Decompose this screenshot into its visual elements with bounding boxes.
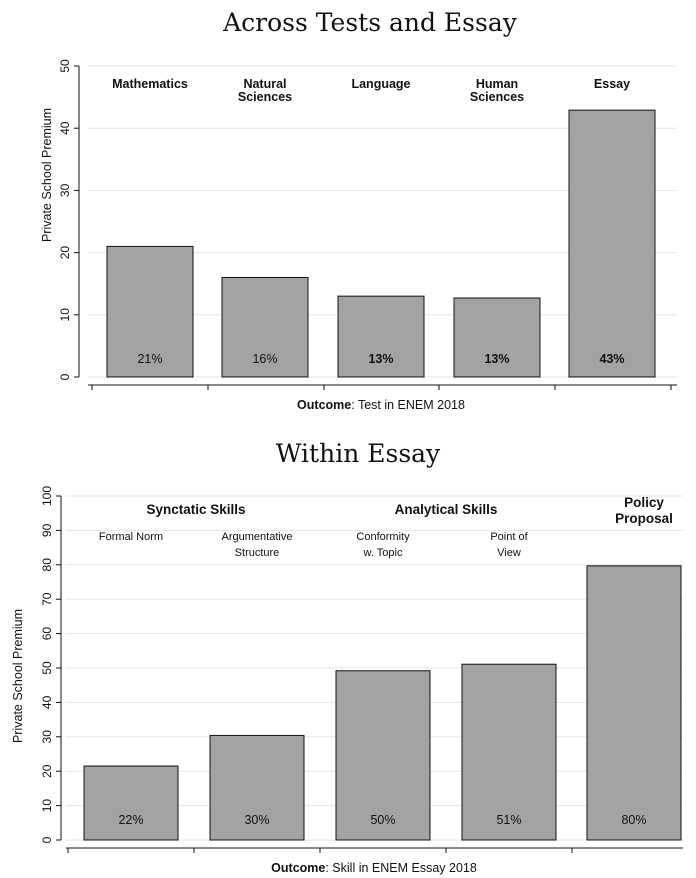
data-label: 50% xyxy=(370,813,395,827)
data-label: 30% xyxy=(244,813,269,827)
bar xyxy=(586,565,682,841)
y-tick-label: 70 xyxy=(40,592,54,606)
chart-1-xlabel-rest: : Test in ENEM 2018 xyxy=(351,398,465,412)
bar xyxy=(209,734,305,841)
bar xyxy=(568,109,656,378)
chart-2-y-ticks: 0 10 20 30 40 50 60 70 80 90 100 xyxy=(40,486,61,843)
group-label: Policy xyxy=(624,495,664,510)
y-tick-label: 40 xyxy=(58,121,72,135)
y-tick-label: 80 xyxy=(40,558,54,572)
chart-2-bars xyxy=(83,565,682,841)
chart-1-xlabel: Outcome: Test in ENEM 2018 xyxy=(297,398,465,412)
y-tick-label: 40 xyxy=(40,695,54,709)
y-tick-label: 30 xyxy=(58,183,72,197)
bar xyxy=(221,276,309,378)
chart-1: Across Tests and Essay Private School Pr… xyxy=(40,8,677,412)
group-label: Analytical Skills xyxy=(395,502,498,517)
category-label: Point of xyxy=(490,531,528,543)
data-label: 22% xyxy=(118,813,143,827)
chart-2-xlabel: Outcome: Skill in ENEM Essay 2018 xyxy=(271,861,477,875)
y-tick-label: 10 xyxy=(40,799,54,813)
y-tick-label: 0 xyxy=(40,836,54,843)
chart-1-bars xyxy=(106,109,656,378)
group-label: Proposal xyxy=(615,511,673,526)
y-tick-label: 90 xyxy=(40,523,54,537)
chart-1-title: Across Tests and Essay xyxy=(222,8,518,37)
bar xyxy=(83,765,179,841)
category-label: Sciences xyxy=(238,90,292,104)
category-label: Natural xyxy=(243,77,286,91)
chart-2-x-ticks xyxy=(67,848,573,853)
y-tick-label: 10 xyxy=(58,308,72,322)
chart-2: Within Essay Private School Premium 0 10 2… xyxy=(11,439,683,875)
category-label: Human xyxy=(476,77,518,91)
category-label: Formal Norm xyxy=(99,531,163,543)
group-label: Synctatic Skills xyxy=(146,502,245,517)
bar xyxy=(461,663,557,841)
data-label: 80% xyxy=(621,813,646,827)
category-label: View xyxy=(497,547,521,559)
category-label: Conformity xyxy=(356,531,410,543)
y-tick-label: 50 xyxy=(58,59,72,73)
data-label: 21% xyxy=(137,352,162,366)
chart-1-ylabel: Private School Premium xyxy=(40,108,54,242)
bar xyxy=(335,670,431,841)
y-tick-label: 0 xyxy=(58,373,72,380)
category-label: Argumentative xyxy=(222,531,293,543)
chart-2-ylabel: Private School Premium xyxy=(11,609,25,743)
chart-2-title: Within Essay xyxy=(276,439,441,468)
chart-2-data-labels: 22% 30% 50% 51% 80% xyxy=(118,813,646,827)
data-label: 13% xyxy=(368,352,393,366)
chart-1-x-ticks xyxy=(91,385,672,390)
category-label: w. Topic xyxy=(363,547,403,559)
category-label: Structure xyxy=(235,547,280,559)
bar xyxy=(453,297,541,378)
data-label: 43% xyxy=(599,352,624,366)
bar xyxy=(106,245,194,378)
category-label: Essay xyxy=(594,77,630,91)
category-label: Mathematics xyxy=(112,77,188,91)
chart-2-xlabel-bold: Outcome xyxy=(271,861,325,875)
data-label: 16% xyxy=(252,352,277,366)
chart-2-group-labels: Synctatic Skills Analytical Skills PolicyP… xyxy=(146,495,672,526)
y-tick-label: 30 xyxy=(40,730,54,744)
chart-1-y-ticks: 0 10 20 30 40 50 xyxy=(58,59,79,380)
data-label: 13% xyxy=(484,352,509,366)
category-label: Sciences xyxy=(470,90,524,104)
data-label: 51% xyxy=(496,813,521,827)
y-tick-label: 50 xyxy=(40,661,54,675)
y-tick-label: 20 xyxy=(40,764,54,778)
y-tick-label: 60 xyxy=(40,627,54,641)
bar xyxy=(337,295,425,378)
category-label: Language xyxy=(351,77,410,91)
chart-2-category-labels: Formal Norm Argumentative Structure Conform… xyxy=(99,531,529,559)
chart-1-xlabel-bold: Outcome xyxy=(297,398,351,412)
chart-2-xlabel-rest: : Skill in ENEM Essay 2018 xyxy=(325,861,476,875)
y-tick-label: 100 xyxy=(40,486,54,506)
y-tick-label: 20 xyxy=(58,246,72,260)
chart-1-data-labels: 21% 16% 13% 13% 43% xyxy=(137,352,624,366)
